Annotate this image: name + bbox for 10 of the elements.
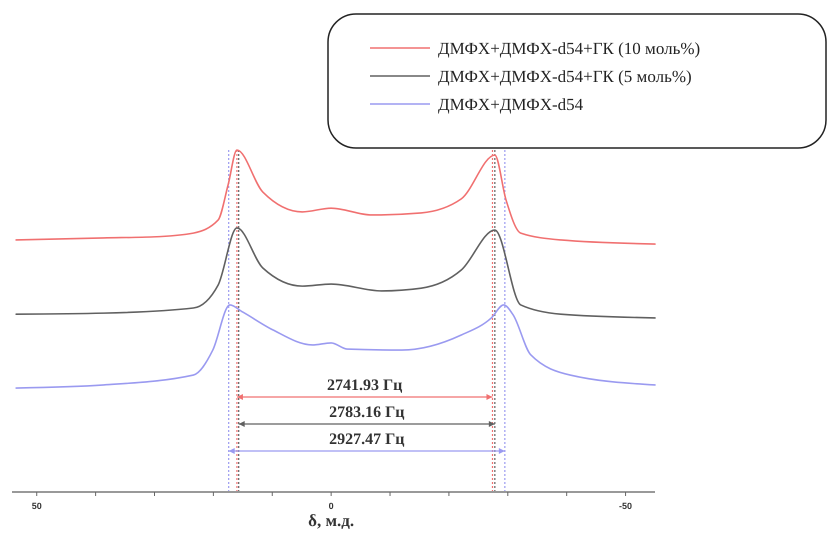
legend-label: ДМФХ+ДМФХ-d54+ГК (10 моль%)	[438, 39, 700, 58]
annotation: 2741.93 Гц	[327, 377, 402, 394]
x-tick-label: 0	[328, 501, 334, 511]
x-tick-label: -50	[619, 501, 632, 511]
legend-label: ДМФХ+ДМФХ-d54+ГК (5 моль%)	[438, 67, 692, 86]
x-axis-title: δ, м.д.	[308, 511, 354, 530]
legend-label: ДМФХ+ДМФХ-d54	[438, 95, 584, 114]
annotation: 2783.16 Гц	[329, 404, 404, 421]
x-tick-label: 50	[32, 501, 42, 511]
annotation: 2927.47 Гц	[329, 431, 404, 448]
